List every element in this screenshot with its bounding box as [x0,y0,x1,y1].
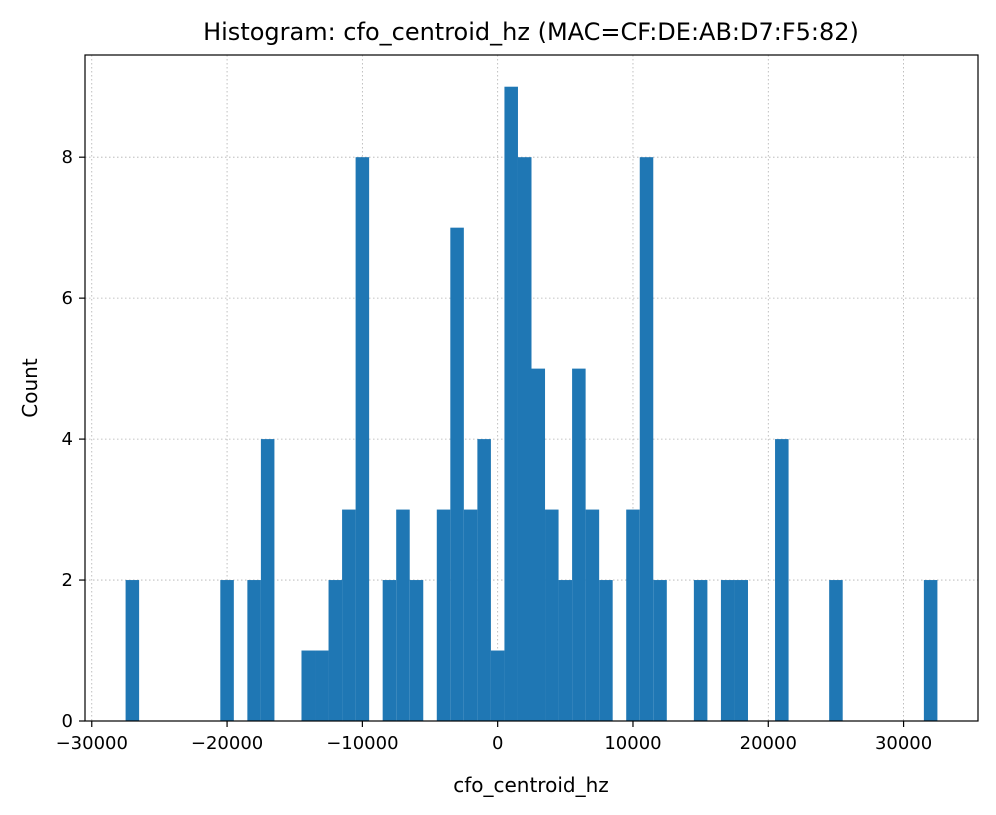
y-axis-ticks: 0 2 4 6 8 [62,147,85,732]
x-axis-ticks: −30000 −20000 −10000 0 10000 20000 30000 [56,721,932,754]
histogram-bar [829,580,843,721]
histogram-bar [477,439,491,721]
x-axis-label: cfo_centroid_hz [453,773,609,797]
histogram-bar [301,650,316,721]
plot-frame [84,54,979,722]
histogram-bar [342,509,356,721]
histogram-bar [720,580,735,721]
histogram-bar [355,157,370,721]
histogram-bar [260,439,275,721]
x-tick-label: −10000 [326,733,398,754]
histogram-bar [517,157,532,721]
y-tick-label: 0 [62,711,73,732]
histogram-bar [220,580,234,721]
histogram-bar [572,368,586,721]
y-tick-label: 8 [62,147,73,168]
histogram-bar [125,580,140,721]
histogram-bar [328,580,343,721]
histogram-bar [382,580,397,721]
histogram-bars [125,86,938,721]
histogram-bar [531,368,546,721]
histogram-bar [463,509,478,721]
y-tick-label: 4 [62,429,73,450]
histogram-bar [923,580,938,721]
histogram-bar [558,580,573,721]
chart-title: Histogram: cfo_centroid_hz (MAC=CF:DE:AB… [203,18,859,46]
x-tick-label: 20000 [740,733,797,754]
histogram-bar [436,509,451,721]
histogram-bar [247,580,261,721]
histogram-bar [653,580,667,721]
histogram-bar [409,580,424,721]
x-tick-label: 30000 [875,733,932,754]
x-tick-label: −20000 [191,733,263,754]
x-tick-label: −30000 [56,733,128,754]
histogram-bar [490,650,505,721]
histogram-bar [450,227,464,721]
y-axis-label: Count [18,358,42,418]
x-tick-label: 10000 [604,733,661,754]
histogram-bar [775,439,789,721]
histogram-bar [734,580,748,721]
histogram-bar [504,86,518,721]
histogram-bar [315,650,329,721]
x-tick-label: 0 [492,733,503,754]
histogram-bar [693,580,708,721]
histogram-bar [599,580,613,721]
y-tick-label: 6 [62,288,73,309]
y-tick-label: 2 [62,570,73,591]
histogram-bar [545,509,559,721]
histogram-bar [396,509,410,721]
histogram-bar [585,509,600,721]
histogram-bar [626,509,640,721]
histogram-bar [639,157,654,721]
